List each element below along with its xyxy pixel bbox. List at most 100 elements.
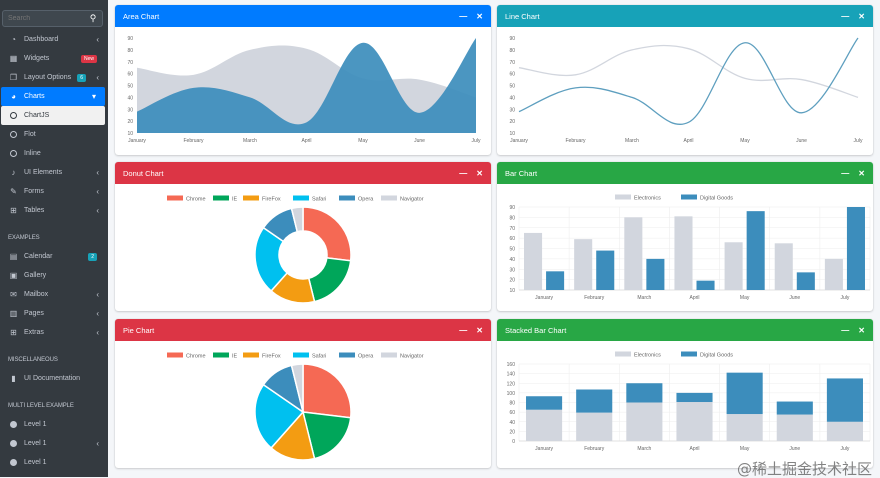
sidebar-item-ui-elements[interactable]: ♪ UI Elements ‹ [0, 163, 108, 182]
sidebar-item-label: ChartJS [24, 112, 50, 119]
legend-swatch [293, 352, 309, 358]
times-icon[interactable]: ✕ [858, 325, 865, 335]
bar-electronics [824, 258, 843, 290]
pie-chart-card: Pie Chart — ✕ Chrome IE FireFox Safari Opera Na… [115, 319, 491, 468]
y-tick-label: 140 [507, 372, 516, 378]
search-icon[interactable]: ⚲ [89, 13, 97, 23]
sidebar-item-inline[interactable]: Inline [0, 144, 108, 163]
circle-icon [9, 130, 18, 139]
legend-swatch [213, 352, 229, 358]
sidebar-item-label: Layout Options [24, 74, 72, 81]
legend-label: IE [232, 197, 238, 203]
donut-chart-card: Donut Chart — ✕ Chrome IE FireFox Safari Opera… [115, 162, 491, 311]
chevron-left-icon: ‹ [96, 328, 99, 337]
minus-icon[interactable]: — [459, 325, 468, 335]
sidebar-item-flot[interactable]: Flot [0, 125, 108, 144]
slice-chrome [302, 206, 352, 262]
sidebar-item-gallery[interactable]: ▣ Gallery [0, 266, 108, 285]
bar-digital-goods [546, 271, 565, 290]
y-tick-label: 30 [127, 107, 133, 113]
legend-swatch [243, 352, 259, 358]
legend-label: Digital Goods [700, 353, 733, 359]
chevron-left-icon: ‹ [96, 187, 99, 196]
x-tick-label: July [840, 446, 849, 452]
stacked-bar-chart: Electronics Digital Goods 0 20 40 60 80 100 120 1… [507, 351, 871, 452]
minus-icon[interactable]: — [841, 168, 850, 178]
sidebar-item-tables[interactable]: ⊞ Tables ‹ [0, 201, 108, 220]
table-icon: ⊞ [10, 206, 17, 215]
times-icon[interactable]: ✕ [476, 11, 483, 21]
minus-icon[interactable]: — [841, 11, 850, 21]
legend-swatch [615, 194, 631, 200]
card-title: Area Chart [123, 11, 160, 21]
minus-icon[interactable]: — [459, 11, 468, 21]
bar-digital-goods [526, 396, 563, 410]
legend-label: Opera [358, 197, 374, 203]
bar-chart-card: Bar Chart — ✕ Electronics Digital Goods 10 20… [497, 162, 873, 311]
sidebar-item-label: Extras [24, 329, 44, 336]
sidebar-item-charts[interactable]: ◕ Charts ▾ [1, 87, 105, 106]
sidebar-item-pages[interactable]: ▥ Pages ‹ [0, 304, 108, 323]
line-electronics [518, 44, 859, 98]
x-tick-label: April [683, 138, 693, 144]
sidebar-section-header: MULTI LEVEL EXAMPLE [8, 403, 74, 409]
sidebar-item-level-1[interactable]: Level 1 [0, 453, 108, 472]
pie-chart-icon: ◕ [11, 92, 16, 101]
legend-label: FireFox [262, 197, 281, 203]
x-tick-label: February [565, 138, 586, 144]
sidebar-item-label: Level 1 [24, 421, 47, 428]
sidebar-item-forms[interactable]: ✎ Forms ‹ [0, 182, 108, 201]
sidebar: ⚲ ◔ Dashboard ‹ ▦ Widgets New ❐ Layout Options 6… [0, 0, 108, 477]
legend-swatch [167, 195, 183, 201]
legend-swatch [381, 195, 397, 201]
file-icon: ▮ [11, 374, 16, 383]
sidebar-item-level-1[interactable]: Level 1 [0, 415, 108, 434]
sidebar-item-mailbox[interactable]: ✉ Mailbox ‹ [0, 285, 108, 304]
sidebar-item-label: Inline [24, 150, 41, 157]
chevron-left-icon: ‹ [96, 290, 99, 299]
bar-electronics [774, 243, 793, 290]
sidebar-item-calendar[interactable]: ▤ Calendar 2 [0, 247, 108, 266]
sidebar-item-layout-options[interactable]: ❐ Layout Options 6 ‹ [0, 68, 108, 87]
x-tick-label: March [637, 446, 651, 452]
sidebar-item-label: UI Elements [24, 169, 63, 176]
sidebar-item-chartjs[interactable]: ChartJS [1, 106, 105, 125]
y-tick-label: 70 [127, 60, 133, 66]
legend-swatch [339, 352, 355, 358]
chevron-left-icon: ‹ [96, 73, 99, 82]
sidebar-item-level-1[interactable]: Level 1 ‹ [0, 434, 108, 453]
card-title: Bar Chart [505, 168, 538, 178]
sidebar-item-extras[interactable]: ⊞ Extras ‹ [0, 323, 108, 342]
x-tick-label: May [740, 446, 750, 452]
y-tick-label: 20 [509, 119, 515, 125]
search-input[interactable] [3, 15, 84, 22]
card-title: Pie Chart [123, 325, 155, 335]
times-icon[interactable]: ✕ [858, 11, 865, 21]
bar-electronics [674, 216, 693, 290]
line-chart: 10 20 30 40 50 60 70 80 90 January February March Ap… [509, 36, 863, 144]
legend-label: Safari [312, 197, 326, 203]
sidebar-search: ⚲ [2, 10, 103, 27]
minus-icon[interactable]: — [459, 168, 468, 178]
x-tick-label: January [535, 295, 553, 301]
minus-icon[interactable]: — [841, 325, 850, 335]
sidebar-item-ui-documentation[interactable]: ▮ UI Documentation [0, 369, 108, 388]
times-icon[interactable]: ✕ [476, 325, 483, 335]
card-title: Line Chart [505, 11, 540, 21]
bar-electronics [676, 402, 713, 441]
sidebar-item-widgets[interactable]: ▦ Widgets New [0, 49, 108, 68]
x-tick-label: February [183, 138, 204, 144]
legend-label: Safari [312, 354, 326, 360]
sidebar-nav: ◔ Dashboard ‹ ▦ Widgets New ❐ Layout Options 6 ‹ ◕… [0, 30, 108, 472]
sidebar-item-dashboard[interactable]: ◔ Dashboard ‹ [0, 30, 108, 49]
chevron-left-icon: ‹ [96, 206, 99, 215]
y-tick-label: 160 [507, 362, 516, 368]
sidebar-item-label: Pages [24, 310, 44, 317]
card-header: Area Chart — ✕ [115, 5, 491, 27]
legend-label: Electronics [634, 353, 661, 359]
x-tick-label: March [625, 138, 639, 144]
times-icon[interactable]: ✕ [858, 168, 865, 178]
bar-electronics [826, 421, 863, 441]
times-icon[interactable]: ✕ [476, 168, 483, 178]
x-tick-label: March [243, 138, 257, 144]
